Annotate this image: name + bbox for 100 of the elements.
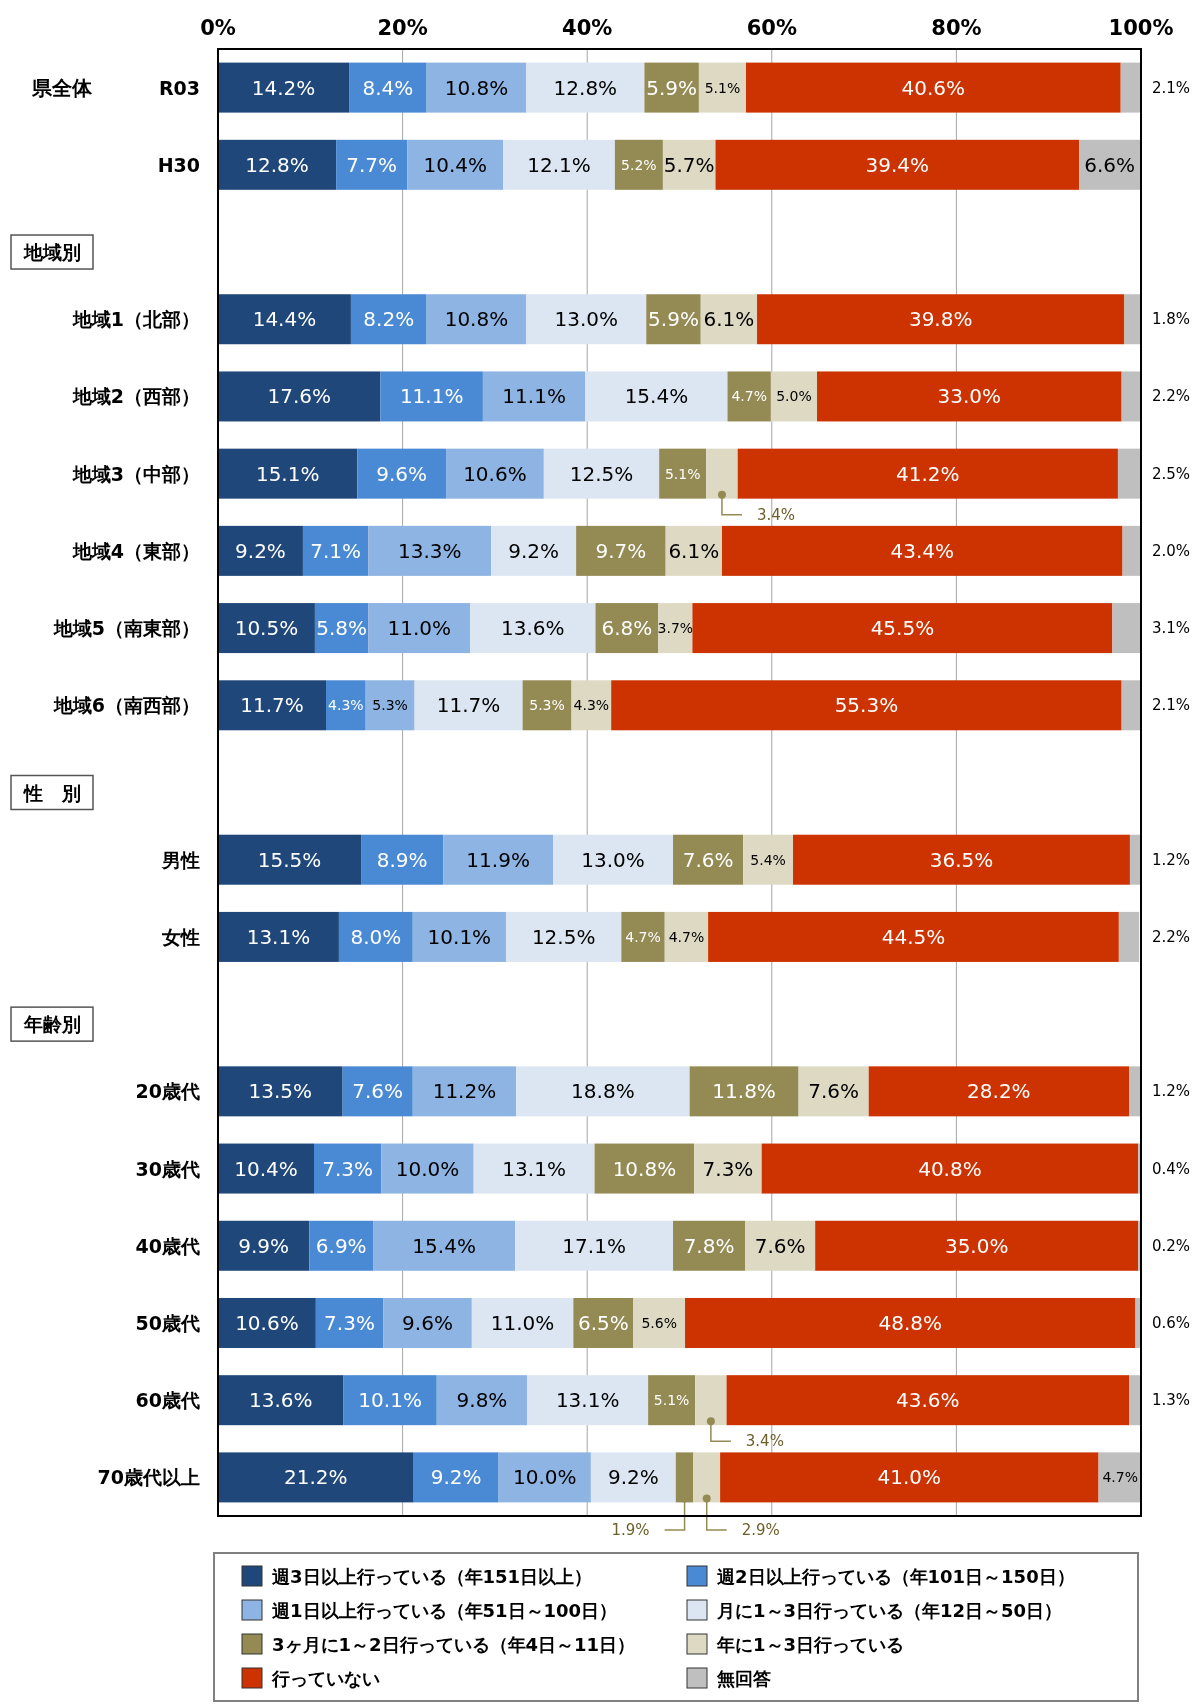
data-label: 7.3% (324, 1310, 375, 1335)
data-label: 13.0% (554, 307, 619, 332)
data-label: 5.6% (641, 1314, 677, 1331)
y-tick-label: 20歳代 (135, 1080, 200, 1103)
data-label: 2.2% (1151, 387, 1191, 406)
data-label: 10.8% (444, 75, 509, 100)
data-label: 13.6% (500, 616, 565, 641)
data-label: 3.1% (1151, 619, 1191, 638)
text: 地域別 (23, 241, 81, 264)
y-tick-label: 地域2（西部） (71, 385, 200, 408)
data-label: 3.4% (756, 505, 796, 524)
data-label: 1.2% (1151, 1082, 1191, 1101)
data-label: 55.3% (834, 693, 899, 718)
data-label: 5.1% (664, 465, 701, 482)
data-label: 41.0% (877, 1465, 942, 1490)
data-label: 12.1% (527, 152, 591, 177)
data-label: 6.9% (315, 1233, 367, 1258)
data-label: 7.6% (754, 1233, 806, 1258)
data-label: 9.2% (508, 538, 560, 563)
data-label: 13.3% (398, 538, 462, 563)
data-label: 1.8% (1151, 310, 1191, 329)
data-label: 10.6% (235, 1310, 299, 1335)
data-label: 8.4% (362, 75, 414, 100)
x-tick-label: 20% (377, 16, 428, 40)
y-tick-label: 地域5（南東部） (52, 617, 200, 640)
data-label: 13.5% (248, 1079, 313, 1104)
legend-label: 3ヶ月に1～2日行っている（年4日～11日） (272, 1633, 636, 1655)
data-label: 7.3% (702, 1156, 754, 1181)
data-label: 7.6% (808, 1079, 860, 1104)
x-tick-label: 40% (562, 16, 613, 40)
data-label: 9.6% (376, 461, 428, 486)
data-label: 13.1% (502, 1156, 566, 1181)
y-tick-label: R03 (158, 76, 200, 99)
data-label: 9.2% (430, 1465, 482, 1490)
data-label: 11.0% (387, 616, 451, 641)
data-label: 4.7% (668, 928, 705, 945)
data-label: 3.7% (657, 620, 694, 637)
x-tick-label: 60% (746, 16, 797, 40)
data-label: 36.5% (929, 847, 994, 872)
data-label: 11.7% (240, 693, 304, 718)
data-label: 15.5% (257, 847, 322, 872)
data-label: 4.3% (328, 697, 364, 714)
data-label: 40.8% (918, 1156, 982, 1181)
data-label: 7.1% (310, 538, 362, 563)
data-label: 11.0% (490, 1310, 555, 1335)
data-label: 10.1% (358, 1388, 422, 1413)
data-label: 6.5% (577, 1310, 629, 1335)
data-label: 7.6% (352, 1079, 404, 1104)
data-label: 6.1% (668, 538, 720, 563)
text: 県全体 (31, 75, 93, 100)
y-tick-label: 40歳代 (135, 1234, 200, 1257)
y-tick-label: H30 (157, 153, 200, 176)
data-label: 9.6% (402, 1310, 453, 1335)
data-label: 6.8% (601, 616, 653, 641)
data-label: 13.6% (248, 1388, 313, 1413)
y-tick-label: 地域1（北部） (71, 308, 200, 331)
data-label: 5.4% (750, 851, 786, 868)
data-label: 18.8% (571, 1079, 635, 1104)
data-label: 11.8% (712, 1079, 776, 1104)
data-label: 14.4% (252, 307, 317, 332)
data-label: 12.8% (553, 75, 618, 100)
data-label: 41.2% (896, 461, 960, 486)
data-label: 48.8% (878, 1310, 943, 1335)
data-label: 10.4% (423, 152, 487, 177)
data-label: 13.1% (246, 924, 311, 949)
x-tick-label: 100% (1108, 16, 1174, 40)
y-tick-label: 50歳代 (135, 1311, 200, 1334)
data-label: 7.7% (346, 152, 398, 177)
data-label: 4.3% (573, 697, 610, 714)
data-label: 11.2% (432, 1079, 497, 1104)
data-label: 5.0% (776, 388, 812, 405)
data-label: 8.9% (376, 847, 428, 872)
data-label: 11.9% (466, 847, 530, 872)
data-label: 44.5% (881, 924, 946, 949)
data-label: 7.3% (322, 1156, 374, 1181)
data-label: 5.1% (704, 79, 741, 96)
x-tick-label: 80% (931, 16, 982, 40)
data-label: 17.1% (562, 1233, 626, 1258)
data-label: 12.5% (569, 461, 634, 486)
data-label: 9.8% (456, 1388, 508, 1413)
data-label: 0.2% (1151, 1236, 1191, 1255)
y-tick-label: 男性 (161, 848, 200, 871)
x-tick-label: 0% (200, 16, 236, 40)
legend-label: 行っていない (271, 1667, 380, 1689)
data-label: 40.6% (901, 75, 966, 100)
data-label: 13.1% (555, 1388, 620, 1413)
y-tick-label: 30歳代 (135, 1157, 200, 1180)
data-label: 10.1% (427, 924, 492, 949)
data-label: 7.6% (682, 847, 734, 872)
data-label: 15.4% (624, 384, 689, 409)
data-label: 14.2% (251, 75, 316, 100)
data-label: 43.4% (890, 538, 955, 563)
data-label: 10.0% (395, 1156, 460, 1181)
data-label: 7.8% (683, 1233, 735, 1258)
data-label: 5.3% (372, 697, 408, 714)
data-label: 8.0% (350, 924, 402, 949)
data-label: 2.5% (1151, 464, 1191, 483)
data-label: 10.4% (234, 1156, 298, 1181)
data-label: 5.9% (648, 307, 699, 332)
data-label: 12.8% (245, 152, 309, 177)
